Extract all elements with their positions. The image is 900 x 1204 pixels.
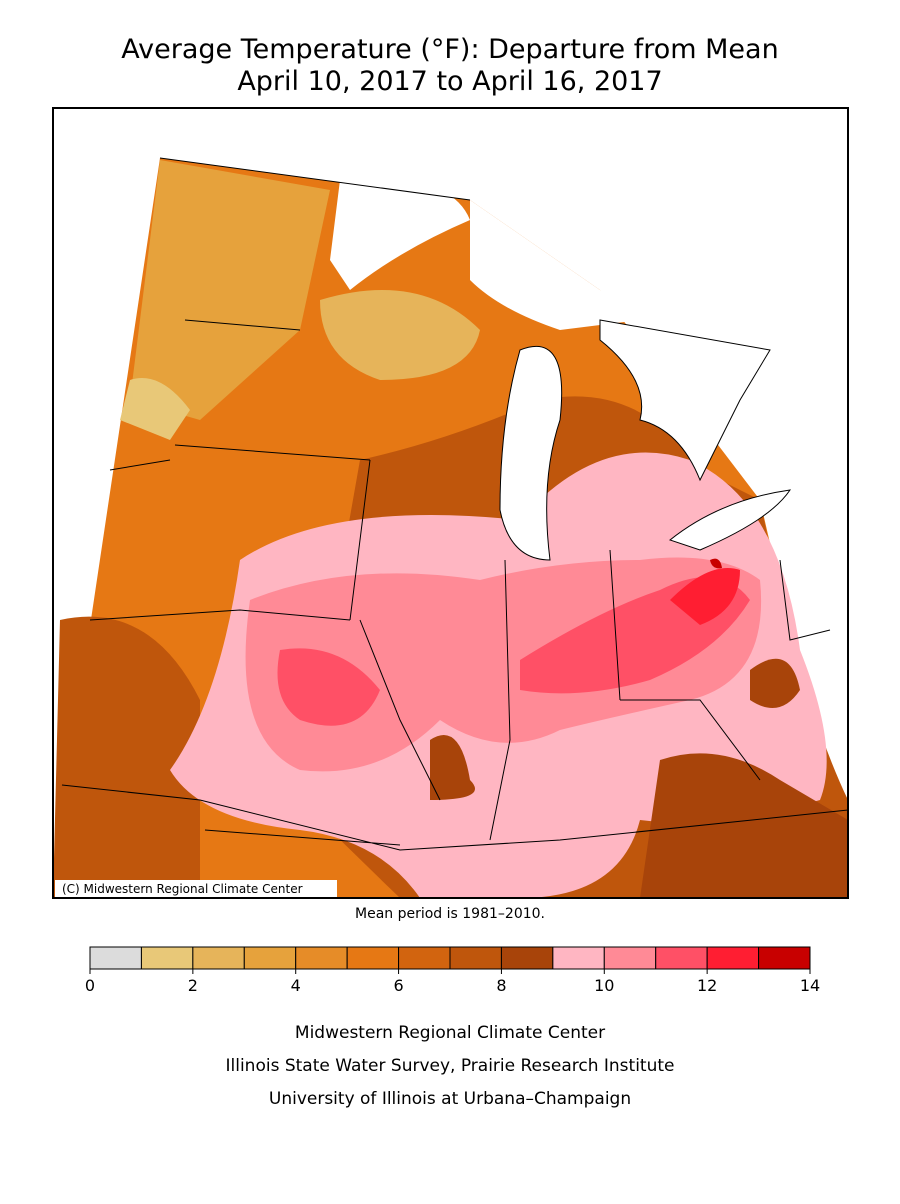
map-region	[430, 735, 475, 800]
legend-swatch	[655, 946, 708, 970]
footer-line: University of Illinois at Urbana–Champai…	[269, 1089, 631, 1109]
map: (C) Midwestern Regional Climate Center	[52, 107, 849, 899]
map-region	[130, 160, 330, 420]
map-region	[670, 568, 740, 625]
legend-swatch	[603, 946, 657, 970]
legend-tick-label: 4	[291, 976, 301, 995]
map-region	[320, 290, 480, 380]
legend-swatch	[500, 946, 554, 970]
credit: (C) Midwestern Regional Climate Center	[62, 882, 303, 896]
title: Average Temperature (°F): Departure from…	[121, 34, 778, 65]
legend: 0 2 4 6 8 10 12 14	[85, 946, 820, 995]
legend-tick-label: 14	[800, 976, 820, 995]
legend-tick-label: 6	[393, 976, 403, 995]
map-region	[277, 648, 380, 726]
legend-swatch	[758, 946, 811, 970]
note: Mean period is 1981–2010.	[355, 906, 545, 922]
map-region	[640, 753, 848, 898]
legend-tick-label: 0	[85, 976, 95, 995]
lake	[499, 345, 563, 561]
legend-swatch	[552, 946, 605, 970]
footer-line: Midwestern Regional Climate Center	[295, 1023, 605, 1043]
lake	[599, 319, 771, 482]
map-frame	[52, 107, 849, 899]
map-region	[120, 378, 190, 440]
legend-swatch	[192, 946, 245, 970]
map-region	[710, 558, 722, 569]
legend-swatch	[398, 946, 451, 970]
subtitle: April 10, 2017 to April 16, 2017	[237, 66, 662, 97]
map-region	[750, 658, 800, 708]
footer-line: Illinois State Water Survey, Prairie Res…	[226, 1056, 675, 1076]
legend-tick-label: 12	[697, 976, 717, 995]
legend-swatch	[89, 946, 142, 970]
lake	[330, 178, 640, 330]
legend-tick-label: 2	[188, 976, 198, 995]
legend-tick-label: 8	[496, 976, 506, 995]
legend-swatch	[243, 946, 297, 970]
state-border	[61, 157, 848, 851]
legend-swatch	[295, 946, 348, 970]
legend-tick-label: 10	[594, 976, 614, 995]
legend-swatch	[140, 946, 194, 970]
map-region	[53, 616, 200, 898]
credit-box	[55, 880, 337, 897]
legend-swatch	[449, 946, 502, 970]
legend-swatch	[706, 946, 760, 970]
legend-swatch	[346, 946, 400, 970]
lake	[668, 489, 792, 551]
